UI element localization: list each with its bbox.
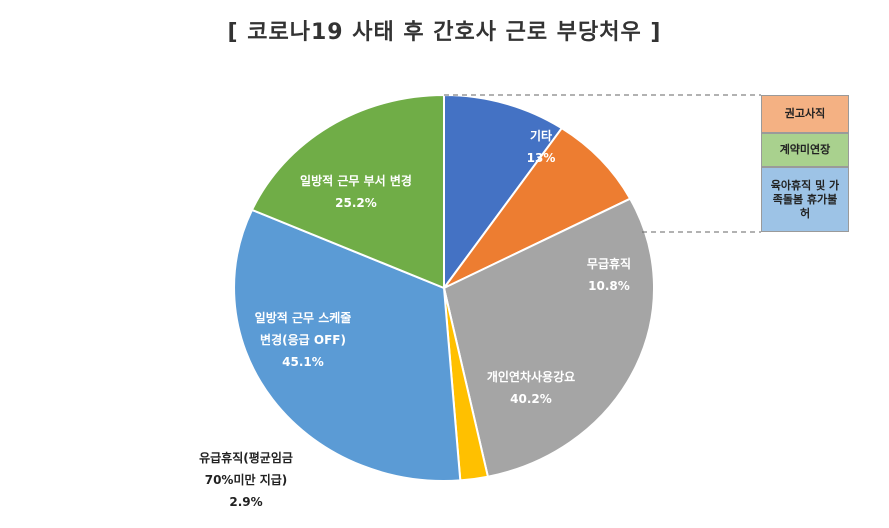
pie-slices bbox=[233, 93, 655, 482]
slice-value-개인연차사용강요: 40.2% bbox=[510, 392, 552, 406]
slice-label-일방적-근무-스케줄-변경-응급-OFF-0: 일방적 근무 스케줄 bbox=[255, 310, 352, 325]
breakdown-item-0: 권고사직 bbox=[761, 95, 849, 133]
slice-value-기타: 13% bbox=[527, 151, 556, 165]
slice-value-일방적-근무-스케줄-변경-응급-OFF: 45.1% bbox=[282, 355, 324, 369]
pie-slice-일방적-근무-부서-변경 bbox=[250, 93, 445, 290]
pie-slice-기타 bbox=[443, 93, 564, 292]
slice-label-유급휴직-평균임금-70-미만-지급-1: 70%미만 지급) bbox=[205, 472, 288, 487]
slice-labels: 기타 13% 무급휴직 10.8% 개인연차사용강요 40.2% 유급휴직(평균임금 70%미… bbox=[199, 128, 631, 509]
slice-label-무급휴직-0: 무급휴직 bbox=[587, 256, 631, 271]
slice-label-일방적-근무-스케줄-변경-응급-OFF-1: 변경(응급 OFF) bbox=[260, 332, 346, 347]
pie-slice-일방적-근무-스케줄-변경-응급-OFF bbox=[233, 208, 462, 482]
slice-label-유급휴직-평균임금-70-미만-지급-0: 유급휴직(평균임금 bbox=[199, 450, 293, 465]
chart-title: [ 코로나19 사태 후 간호사 근로 부당처우 ] bbox=[227, 20, 662, 45]
pie-slice-무급휴직 bbox=[443, 126, 632, 289]
breakdown-item-2: 육아휴직 및 가족돌봄 휴가불허 bbox=[761, 167, 849, 232]
leader-lines bbox=[444, 94, 761, 233]
pie-slice-개인연차사용강요 bbox=[442, 197, 655, 478]
breakdown-item-1: 계약미연장 bbox=[761, 133, 849, 167]
slice-value-유급휴직-평균임금-70-미만-지급: 2.9% bbox=[229, 495, 262, 509]
slice-label-기타-0: 기타 bbox=[530, 128, 552, 143]
slice-value-무급휴직: 10.8% bbox=[588, 279, 630, 293]
slice-label-일방적-근무-부서-변경-0: 일방적 근무 부서 변경 bbox=[300, 173, 412, 188]
slice-label-개인연차사용강요-0: 개인연차사용강요 bbox=[487, 369, 575, 384]
slice-value-일방적-근무-부서-변경: 25.2% bbox=[335, 196, 377, 210]
